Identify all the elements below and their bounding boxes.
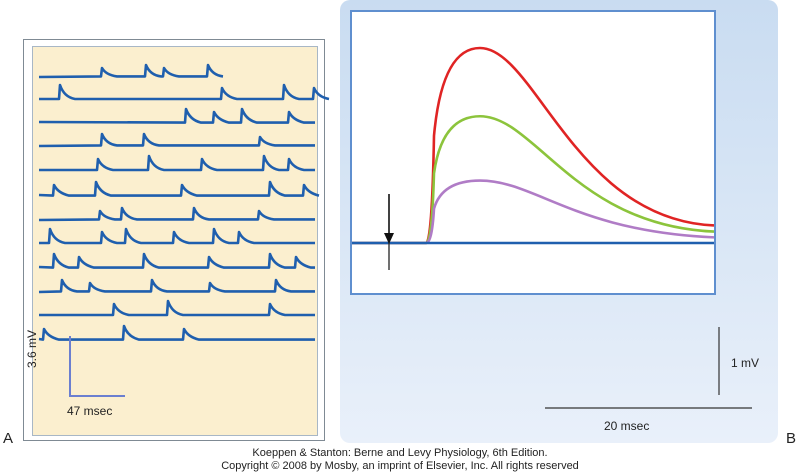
panel-b-background: 1 mV 20 msec	[340, 0, 778, 443]
panel-a-trace	[38, 107, 315, 124]
panel-a-trace	[38, 278, 315, 294]
panel-a-trace	[39, 227, 315, 245]
panel-a-horizontal-scale-label: 47 msec	[67, 404, 113, 418]
panel-a-recording-area	[32, 46, 330, 436]
panel-a-trace	[39, 299, 315, 317]
panel-b-letter: B	[786, 430, 797, 447]
evoked-potential-trace	[352, 114, 715, 245]
credit-line-1: Koeppen & Stanton: Berne and Levy Physio…	[252, 447, 548, 459]
panel-a-trace	[39, 154, 315, 172]
panel-a-frame	[23, 39, 330, 441]
stimulus-arrow	[384, 194, 394, 270]
panel-a-letter: A	[3, 430, 14, 447]
panel-b-plot	[350, 10, 716, 295]
panel-a-trace	[38, 324, 315, 341]
panel-b-vertical-scale-label: 1 mV	[731, 356, 760, 370]
evoked-potential-trace	[352, 179, 715, 245]
panel-a-trace	[38, 206, 315, 222]
panel-a-traces	[38, 63, 330, 341]
panel-a-scale-bar	[69, 336, 125, 397]
panel-a-trace	[38, 252, 315, 269]
panel-a-trace	[39, 83, 330, 101]
panel-b-traces	[352, 46, 715, 245]
panel-a-trace	[38, 180, 320, 197]
panel-b-scale-bars	[545, 327, 752, 409]
panel-a-trace	[38, 132, 315, 148]
panel-b-horizontal-scale-label: 20 msec	[604, 419, 650, 433]
credit-line-2: Copyright © 2008 by Mosby, an imprint of…	[221, 460, 579, 472]
panel-a-trace	[38, 63, 224, 79]
panel-a-vertical-scale-label: 3.6 mV	[25, 329, 39, 368]
